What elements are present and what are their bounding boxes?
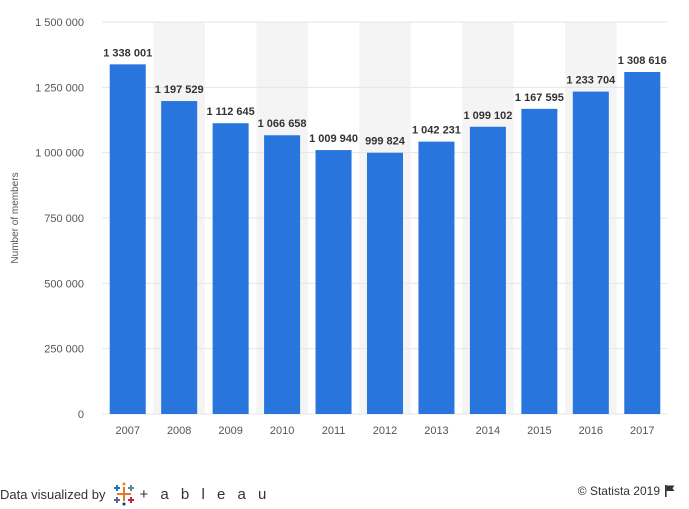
x-tick-label: 2014 — [476, 425, 500, 437]
chart-container: 0 250 000 500 000 750 000 1 000 000 1 250 000… — [10, 17, 668, 437]
x-tick-label: 2011 — [322, 425, 346, 437]
bar — [315, 150, 352, 414]
bar — [572, 91, 609, 415]
bar — [212, 123, 249, 415]
data-label: 1 112 645 — [206, 106, 254, 118]
x-tick-label: 2009 — [218, 425, 242, 437]
x-tick-label: 2012 — [373, 425, 397, 437]
x-tick-label: 2015 — [527, 425, 551, 437]
x-tick-label: 2007 — [115, 425, 139, 437]
tableau-wordmark: + a b l e a u — [139, 485, 271, 503]
bar — [624, 72, 661, 415]
bar — [521, 108, 558, 415]
data-label: 999 824 — [365, 136, 406, 148]
bar — [469, 126, 506, 415]
y-tick-label: 1 000 000 — [35, 148, 84, 160]
attribution[interactable]: Data visualized by + a b l e a u — [0, 482, 270, 506]
data-label: 1 308 616 — [618, 55, 667, 67]
data-label: 1 009 940 — [309, 133, 358, 145]
x-tick-label: 2013 — [424, 425, 448, 437]
flag-icon[interactable] — [665, 485, 675, 497]
bar — [418, 141, 455, 414]
data-label: 1 233 704 — [566, 75, 616, 87]
x-tick-label: 2017 — [630, 425, 654, 437]
data-label: 1 167 595 — [515, 92, 564, 104]
data-label: 1 066 658 — [258, 118, 307, 130]
y-tick-label: 1 500 000 — [35, 17, 84, 29]
visualized-by-label: Data visualized by — [0, 486, 106, 502]
x-tick-label: 2010 — [270, 425, 294, 437]
bar — [264, 135, 301, 414]
y-tick-label: 500 000 — [44, 278, 84, 290]
copyright-notice: © Statista 2019 — [578, 484, 675, 498]
x-tick-label: 2008 — [167, 425, 191, 437]
data-label: 1 338 001 — [103, 47, 152, 59]
x-tick-label: 2016 — [579, 425, 603, 437]
data-label: 1 197 529 — [155, 84, 204, 96]
data-label: 1 099 102 — [463, 110, 512, 122]
bar — [109, 64, 146, 414]
data-label: 1 042 231 — [412, 125, 461, 137]
y-tick-label: 0 — [78, 409, 84, 421]
y-tick-label: 750 000 — [44, 213, 84, 225]
bar — [366, 152, 404, 415]
y-tick-label: 1 250 000 — [35, 82, 84, 94]
y-axis-label: Number of members — [10, 172, 21, 263]
tableau-logo-icon — [113, 482, 134, 506]
bar — [161, 101, 198, 415]
bar-chart: 0 250 000 500 000 750 000 1 000 000 1 250 000… — [10, 17, 668, 437]
copyright-text: © Statista 2019 — [577, 484, 660, 498]
footer: Data visualized by + a b l e a u © S — [0, 478, 689, 508]
y-tick-label: 250 000 — [44, 344, 84, 356]
